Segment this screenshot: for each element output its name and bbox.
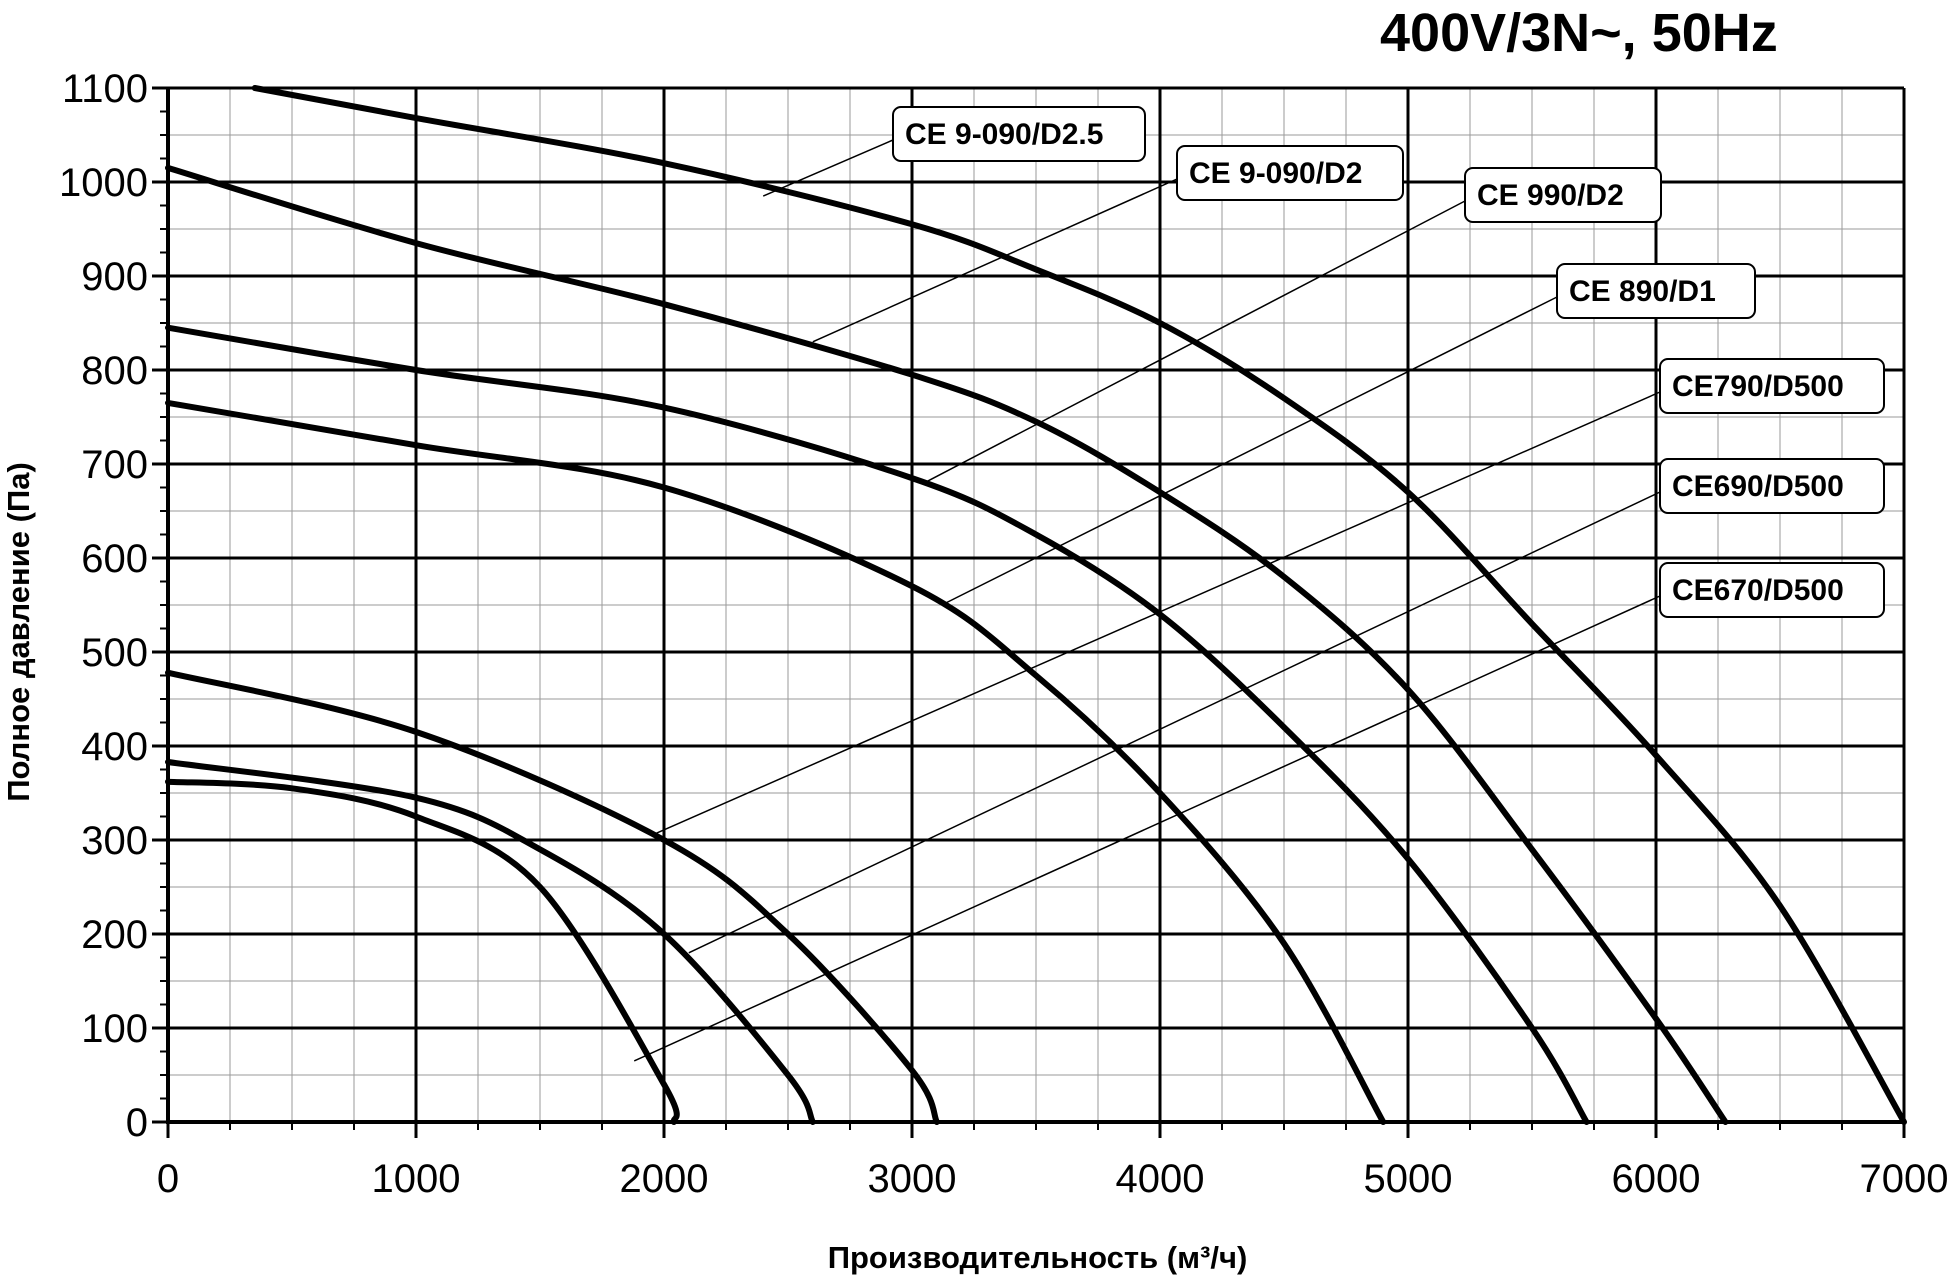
x-tick-label: 5000 [1364, 1157, 1453, 1201]
y-tick-label: 400 [81, 725, 148, 769]
curve-label-box-3 [1464, 167, 1662, 223]
curve-label-3: CE 990/D2 [1477, 179, 1624, 212]
leader-line-7 [633, 595, 1661, 1062]
curve-6 [165, 758, 816, 1125]
curve-3 [165, 324, 1590, 1125]
curve-label-box-7 [1659, 562, 1885, 618]
y-tick-label: 1100 [62, 67, 148, 111]
x-tick-label: 7000 [1860, 1157, 1949, 1201]
chart-title: 400V/3N~, 50Hz [1380, 3, 1778, 63]
y-tick-label: 0 [126, 1101, 148, 1145]
y-tick-label: 500 [81, 631, 148, 675]
curve-5 [165, 669, 940, 1125]
leader-line-6 [688, 491, 1661, 954]
y-tick-label: 300 [81, 819, 148, 863]
curve-label-2: CE 9-090/D2 [1189, 157, 1362, 190]
curve-2 [165, 164, 1729, 1125]
x-tick-label: 3000 [868, 1157, 957, 1201]
curve-label-box-1 [892, 106, 1146, 162]
y-tick-label: 800 [81, 349, 148, 393]
y-axis-label: Полное давление (Па) [1, 462, 36, 802]
minor-grid [168, 88, 1904, 1122]
curve-7 [165, 778, 680, 1125]
curve-labels: CE 9-090/D2.5 CE 9-090/D2 CE 990/D2 CE 890/… [892, 106, 1885, 618]
y-tick-label: 1000 [59, 161, 148, 205]
curve-label-5: CE790/D500 [1672, 370, 1844, 403]
x-tick-label: 4000 [1116, 1157, 1205, 1201]
x-tick-label: 2000 [620, 1157, 709, 1201]
leader-line-2 [812, 178, 1178, 343]
curve-label-box-2 [1176, 145, 1404, 201]
curve-label-6: CE690/D500 [1672, 470, 1844, 503]
x-tick-label: 0 [157, 1157, 179, 1201]
curve-label-1: CE 9-090/D2.5 [905, 118, 1103, 151]
x-tick-label: 6000 [1612, 1157, 1701, 1201]
y-tick-label: 200 [81, 913, 148, 957]
leader-line-4 [941, 296, 1558, 606]
curve-label-box-5 [1659, 358, 1885, 414]
curve-label-box-4 [1556, 263, 1756, 319]
curve-1 [251, 85, 1907, 1125]
x-tick-label: 1000 [372, 1157, 461, 1201]
curve-label-7: CE670/D500 [1672, 574, 1844, 607]
y-tick-label: 700 [81, 443, 148, 487]
y-tick-label: 900 [81, 255, 148, 299]
curve-label-box-6 [1659, 458, 1885, 514]
curve-label-4: CE 890/D1 [1569, 275, 1716, 308]
leader-line-1 [762, 139, 894, 197]
y-tick-label: 100 [81, 1007, 148, 1051]
curve-4 [165, 399, 1387, 1125]
y-tick-label: 600 [81, 537, 148, 581]
x-axis-label: Производительность (м³/ч) [827, 1240, 1248, 1275]
axes: 0 100 200 300 400 500 600 700 800 900 1000 1100 0 100… [59, 67, 1948, 1201]
performance-curves [165, 85, 1907, 1125]
